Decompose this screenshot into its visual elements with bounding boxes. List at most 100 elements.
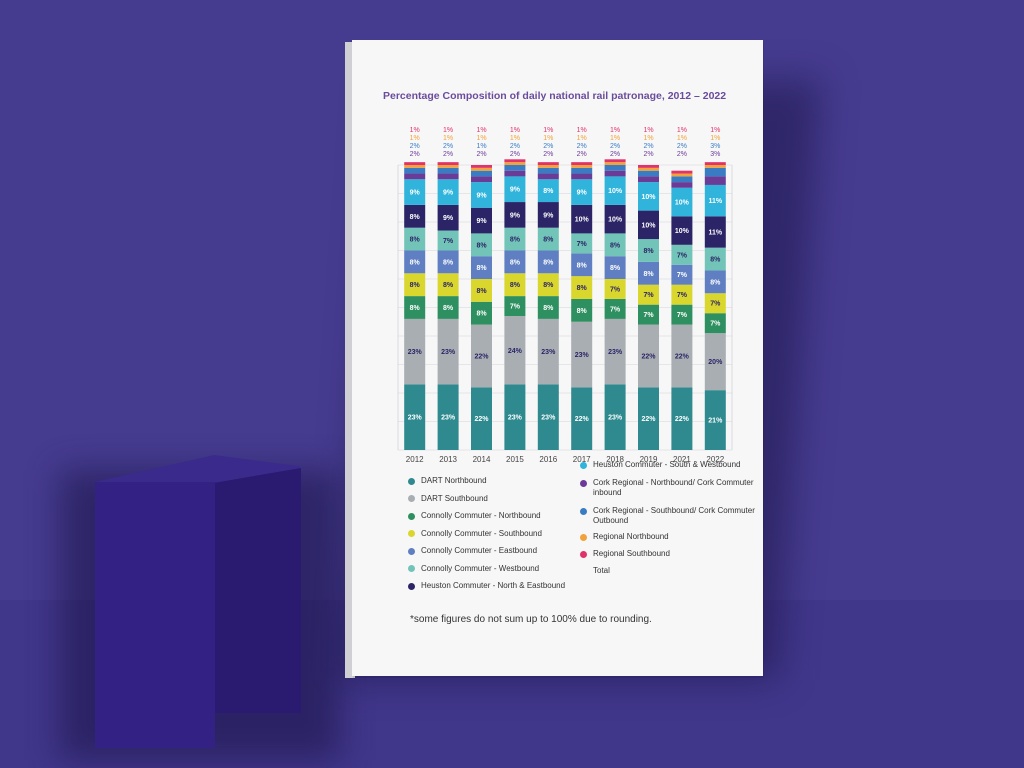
bar-segment [504, 384, 526, 450]
bar-data-label: 10% [641, 194, 656, 201]
bar-segment [571, 167, 593, 174]
bar-segment [404, 179, 426, 205]
bar-segment [404, 162, 426, 165]
bar-segment [537, 227, 559, 251]
bar-segment [571, 173, 593, 180]
top-data-label: 2% [543, 151, 553, 158]
bar-data-label: 7% [643, 292, 654, 299]
bar-segment [671, 304, 693, 325]
bar-segment [604, 159, 626, 163]
bar-segment [504, 316, 526, 385]
bar-data-label: 8% [510, 282, 521, 289]
bar-data-label: 7% [443, 238, 454, 245]
x-tick-label: 2018 [606, 455, 624, 464]
bar-data-label: 10% [575, 217, 590, 224]
top-data-label: 2% [443, 143, 453, 150]
top-data-label: 1% [710, 127, 720, 134]
top-data-label: 1% [610, 127, 620, 134]
bar-segment [504, 273, 526, 297]
legend-swatch [580, 479, 587, 487]
bar-data-label: 8% [410, 237, 421, 244]
bar-segment [404, 273, 426, 297]
bar-data-label: 8% [710, 279, 721, 286]
bar-segment [571, 253, 593, 277]
bar-segment [604, 233, 626, 257]
bar-data-label: 9% [410, 190, 421, 197]
bar-segment [504, 202, 526, 228]
bar-data-label: 8% [443, 282, 454, 289]
bar-data-label: 7% [710, 321, 721, 328]
bar-data-label: 8% [476, 311, 487, 318]
stacked-bar-chart: 23%23%8%8%8%8%8%9%20121%1%2%2%23%23%8%8%… [397, 127, 733, 464]
bar-data-label: 7% [710, 301, 721, 308]
legend-item: Cork Regional - Northbound/ Cork Commute… [580, 478, 770, 498]
bar-segment [638, 261, 659, 285]
top-data-label: 1% [643, 135, 653, 142]
bar-segment [604, 256, 626, 279]
bar-data-label: 22% [575, 416, 590, 423]
top-data-label: 1% [510, 127, 520, 134]
bar-data-label: 10% [675, 228, 690, 235]
bar-data-label: 8% [577, 308, 588, 315]
legend-swatch [408, 477, 415, 485]
bar-segment [638, 170, 659, 177]
x-tick-label: 2017 [573, 455, 591, 464]
bar-segment [671, 264, 693, 285]
bar-segment [671, 324, 693, 388]
bar-data-label: 8% [577, 262, 588, 269]
bar-segment [704, 313, 726, 334]
bar-data-label: 8% [476, 288, 487, 295]
legend-label: Regional Southbound [593, 549, 670, 558]
bar-data-label: 23% [608, 415, 623, 422]
bar-segment [704, 176, 726, 185]
legend-item: Connolly Commuter - Southbound [408, 529, 598, 539]
bar-segment [537, 173, 559, 180]
legend-swatch [408, 495, 415, 502]
bar-data-label: 8% [410, 282, 421, 289]
cube-side [215, 468, 301, 713]
bar-segment [504, 159, 526, 163]
x-tick-label: 2012 [406, 455, 424, 464]
legend-swatch [580, 568, 587, 575]
bar-data-label: 8% [510, 237, 521, 244]
bar-data-label: 23% [575, 352, 590, 359]
top-data-label: 1% [577, 135, 587, 142]
bar-data-label: 7% [610, 286, 621, 293]
bar-data-label: 8% [643, 271, 654, 278]
bar-data-label: 7% [577, 241, 588, 248]
bar-segment [604, 279, 626, 299]
bar-segment [537, 384, 559, 450]
bar-segment [571, 298, 593, 322]
legend-label: DART Southbound [421, 493, 488, 503]
cube-front [95, 482, 215, 748]
bar-segment [571, 179, 593, 205]
bar-segment [471, 387, 492, 450]
bar-segment [604, 204, 626, 234]
bar-data-label: 9% [476, 192, 487, 199]
bar-segment [504, 296, 526, 317]
top-data-label: 1% [677, 135, 687, 142]
bar-segment [537, 167, 559, 174]
bar-segment [504, 165, 526, 171]
bar-data-label: 9% [443, 215, 454, 222]
bar-segment [571, 276, 593, 299]
top-data-label: 1% [710, 135, 720, 142]
top-data-label: 1% [443, 135, 453, 142]
bar-data-label: 22% [474, 416, 489, 423]
bar-segment [404, 227, 426, 251]
bar-data-label: 9% [476, 218, 487, 225]
bar-data-label: 8% [476, 265, 487, 272]
bar-segment [437, 250, 459, 274]
bar-data-label: 8% [543, 305, 554, 312]
bar-segment [604, 162, 626, 165]
bar-data-label: 7% [643, 312, 654, 319]
bar-data-label: 7% [677, 312, 688, 319]
legend-label: DART Northbound [421, 476, 487, 485]
bar-data-label: 10% [641, 222, 656, 229]
bar-segment [471, 167, 492, 171]
bar-segment [404, 318, 426, 385]
bar-segment [704, 216, 726, 248]
bar-segment [638, 176, 659, 183]
bar-segment [671, 216, 693, 245]
legend-item: Connolly Commuter - Northbound [408, 511, 598, 521]
